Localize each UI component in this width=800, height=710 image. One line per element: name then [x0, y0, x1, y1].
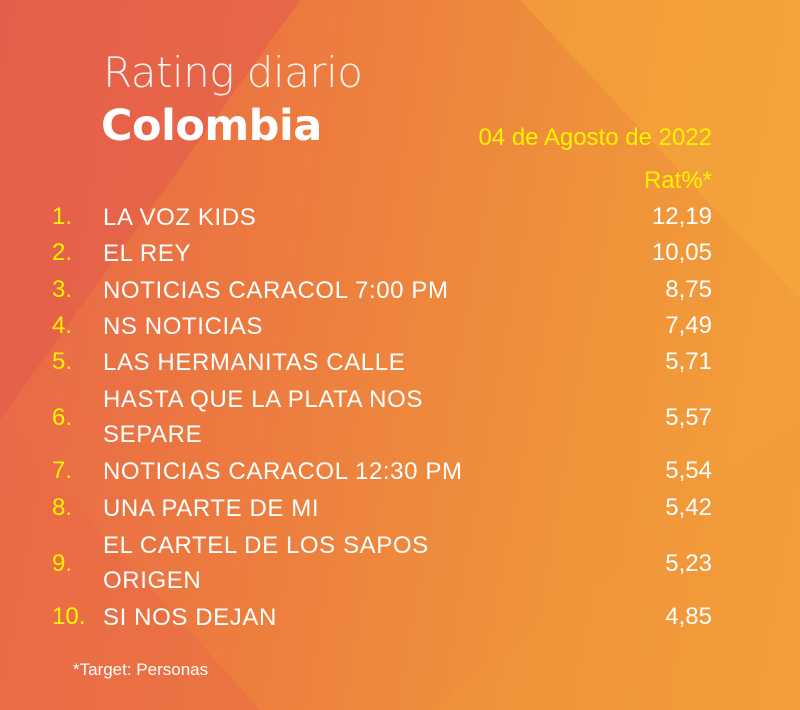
program-name: UNA PARTE DE MI — [103, 495, 320, 522]
rank-number: 3. — [52, 276, 73, 303]
rank-number: 8. — [52, 494, 73, 521]
rank-number: 6. — [52, 404, 73, 431]
program-name: LA VOZ KIDS — [103, 204, 257, 231]
title-rating-diario: Rating diario — [103, 48, 363, 97]
rating-value: 5,54 — [665, 457, 712, 484]
program-name: NOTICIAS CARACOL 7:00 PM — [103, 277, 449, 304]
rating-value: 5,23 — [665, 550, 712, 577]
report-date: 04 de Agosto de 2022 — [478, 124, 712, 151]
rating-value: 7,49 — [665, 312, 712, 339]
title-country: Colombia — [101, 101, 322, 151]
rating-value: 5,42 — [665, 494, 712, 521]
rating-value: 4,85 — [665, 603, 712, 630]
rank-number: 10. — [52, 603, 86, 630]
program-name: NS NOTICIAS — [103, 313, 263, 340]
rating-value: 12,19 — [651, 203, 712, 230]
program-name: EL REY — [103, 240, 192, 267]
rating-value: 10,05 — [651, 239, 712, 266]
rank-number: 7. — [52, 457, 73, 484]
rating-value: 8,75 — [665, 276, 712, 303]
rank-number: 9. — [52, 550, 73, 577]
program-name: LAS HERMANITAS CALLE — [103, 349, 406, 376]
rating-value: 5,71 — [665, 348, 712, 375]
rating-column-header: Rat%* — [643, 167, 712, 194]
program-name: HASTA QUE LA PLATA NOS SEPARE — [103, 386, 423, 448]
rank-number: 5. — [52, 348, 73, 375]
rating-value: 5,57 — [665, 404, 712, 431]
rank-number: 1. — [52, 203, 73, 230]
rank-number: 2. — [52, 239, 73, 266]
program-name: EL CARTEL DE LOS SAPOS ORIGEN — [103, 532, 429, 594]
target-footnote: *Target: Personas — [73, 660, 209, 679]
rank-number: 4. — [52, 312, 73, 339]
program-name: NOTICIAS CARACOL 12:30 PM — [103, 458, 463, 485]
program-name: SI NOS DEJAN — [103, 604, 277, 631]
